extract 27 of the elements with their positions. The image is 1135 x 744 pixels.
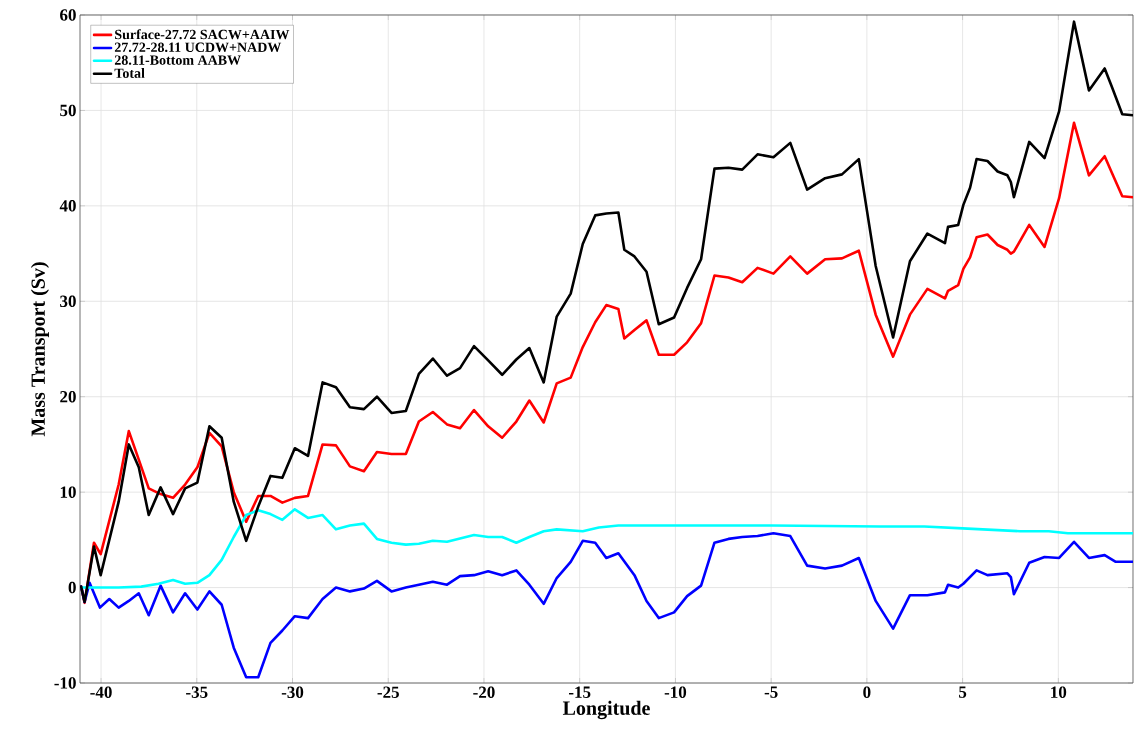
legend-label: Total (114, 68, 145, 78)
legend-label: 27.72-28.11 UCDW+NADW (114, 42, 282, 53)
y-tick-label: -10 (54, 677, 76, 689)
x-tick-label: -40 (90, 686, 112, 698)
x-tick-label: 5 (959, 686, 967, 698)
x-tick-label: 0 (863, 686, 871, 698)
x-tick-label: 10 (1051, 686, 1067, 698)
line-series (80, 20, 1133, 604)
x-tick-label: -20 (473, 686, 495, 698)
y-tick-label: 50 (60, 104, 76, 117)
x-tick-label: -5 (764, 686, 778, 698)
y-axis-title: Mass Transport (Sv) (30, 262, 49, 437)
y-tick-label: 40 (59, 200, 76, 212)
legend-label: Surface-27.72 SACW+AAIW (115, 29, 290, 40)
y-tick-label: 10 (60, 486, 76, 498)
x-tick-label: -25 (377, 686, 399, 698)
y-tick-label: 30 (60, 295, 76, 308)
x-tick-label: -10 (664, 686, 687, 698)
x-tick-label: -15 (568, 686, 591, 698)
line-series (80, 121, 1133, 605)
y-tick-label: 60 (60, 9, 76, 21)
x-axis-title: Longitude (562, 700, 650, 720)
y-tick-label: 20 (60, 390, 76, 403)
y-tick-label: 0 (68, 581, 76, 594)
x-tick-label: -30 (281, 686, 304, 698)
legend-label: 28.11-Bottom AABW (114, 55, 241, 65)
x-tick-label: -35 (186, 686, 208, 698)
